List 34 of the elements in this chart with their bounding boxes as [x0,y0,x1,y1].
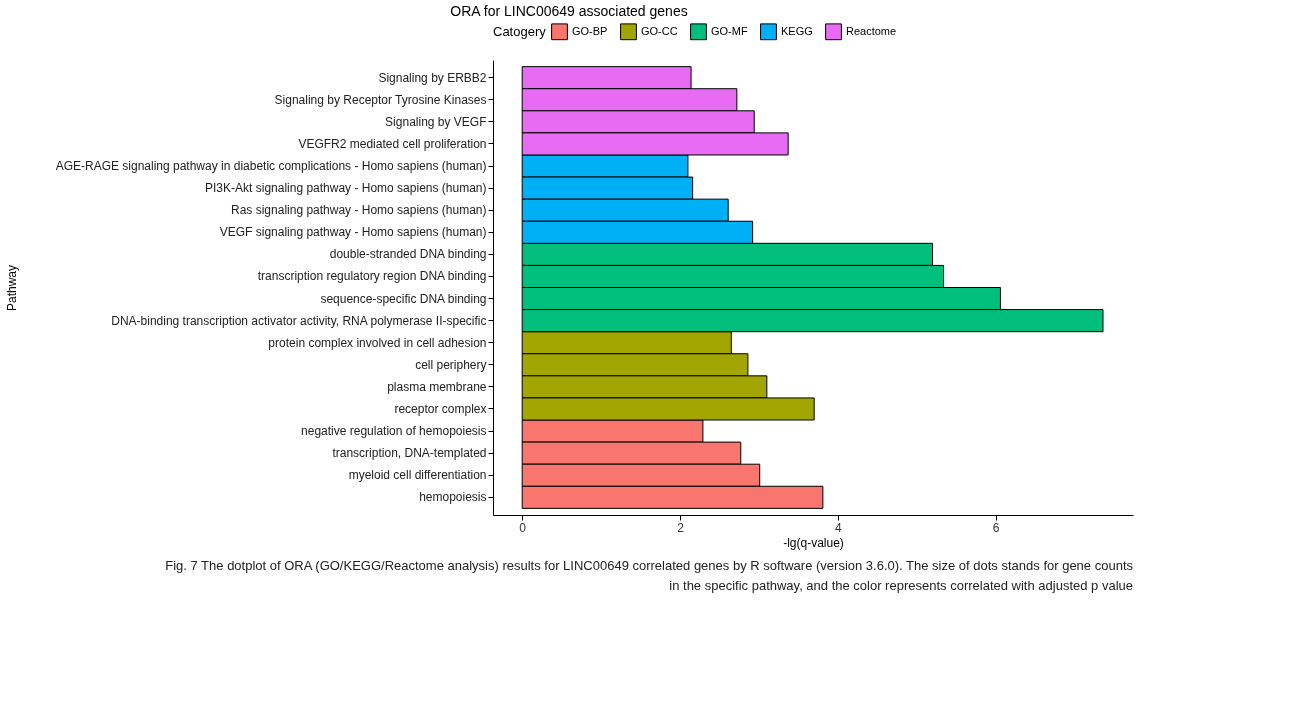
y-tick-label: DNA-binding transcription activator activity, RNA polymerase II-specific [111,313,487,328]
x-tick-label: 0 [519,520,527,535]
y-tick-label: Signaling by VEGF [385,114,487,129]
chart-title: ORA for LINC00649 associated genes [450,3,688,19]
x-tick-label: 6 [992,520,1000,535]
y-tick-label: Signaling by ERBB2 [378,70,487,85]
legend-label: KEGG [781,24,813,37]
y-tick-label: Signaling by Receptor Tyrosine Kinases [274,92,487,107]
y-tick-label: AGE-RAGE signaling pathway in diabetic complications - Homo sapiens (human) [55,159,487,174]
legend-label: GO-MF [711,24,748,37]
y-tick-label: sequence-specific DNA binding [320,291,487,306]
y-tick-label: cell periphery [415,357,487,372]
y-tick-label: transcription regulatory region DNA binding [257,269,487,284]
y-tick-label: myeloid cell differentiation [348,468,487,483]
y-tick-label: VEGFR2 mediated cell proliferation [298,136,487,151]
y-tick-label: Ras signaling pathway - Homo sapiens (human) [231,203,487,218]
x-axis-title: -lg(q-value) [783,535,844,550]
y-tick-label: negative regulation of hemopoiesis [301,424,487,439]
legend-label: Reactome [846,24,897,37]
y-tick-label: VEGF signaling pathway - Homo sapiens (human) [219,225,487,240]
caption: Fig. 7 The dotplot of ORA (GO/KEGG/Reactome analysis) results for LINC00649 correlated genes by R software (version 3.6.0). The size of dots stands for gene counts in the specific pathway, and the color represents correlated with adjusted p value [165,558,1134,593]
y-tick-label: double-stranded DNA binding [329,247,487,262]
legend-label: GO-CC [641,24,678,37]
x-tick-label: 2 [677,520,685,535]
y-axis-title: Pathway [4,264,19,312]
legend-label: GO-BP [572,24,608,37]
y-tick-label: transcription, DNA-templated [332,446,487,461]
legend-title: Catogery [493,24,547,39]
y-tick-label: hemopoiesis [419,490,487,505]
y-tick-label: protein complex involved in cell adhesion [268,335,487,350]
x-tick-label: 4 [835,520,843,535]
y-tick-label: plasma membrane [387,379,487,394]
y-tick-label: PI3K-Akt signaling pathway - Homo sapiens (human) [205,181,487,196]
y-tick-label: receptor complex [394,401,487,416]
